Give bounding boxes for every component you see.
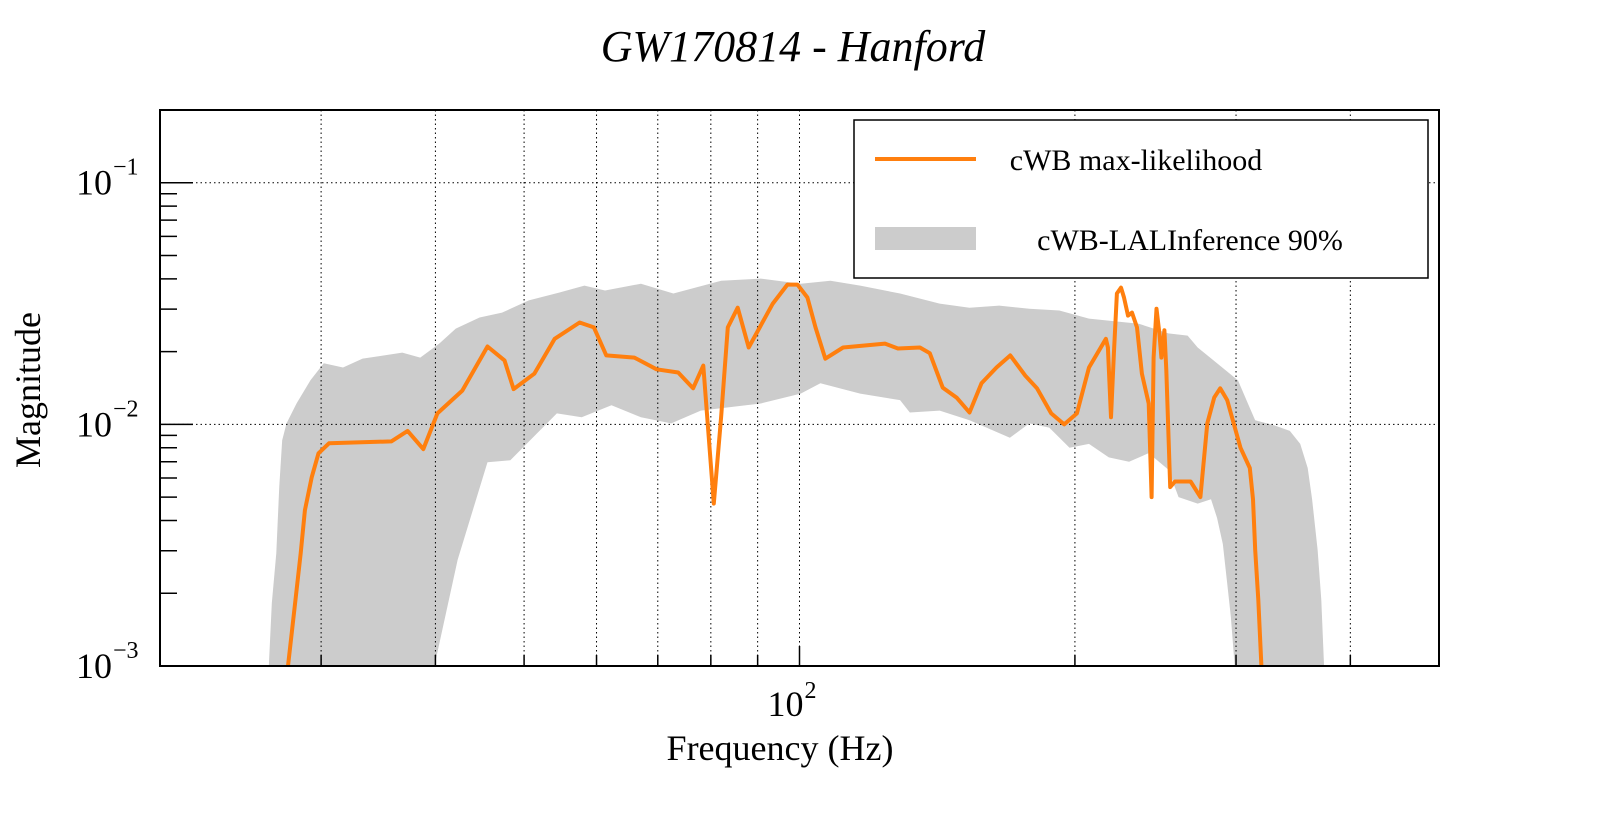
grid-layer <box>160 110 1439 666</box>
legend-label-90pct-band: cWB-LALInference 90% <box>1037 224 1343 257</box>
legend-band-swatch <box>875 227 976 250</box>
y-axis-label: Magnitude <box>8 312 48 468</box>
x-tick-label: 10 <box>768 684 804 724</box>
y-tick-label: 10 <box>76 404 112 444</box>
max-likelihood-line <box>286 282 1264 667</box>
y-tick-label-exponent: −1 <box>113 155 139 181</box>
chart-title: GW170814 - Hanford <box>601 22 987 71</box>
x-tick-label-exponent: 2 <box>805 678 817 704</box>
tick-layer <box>160 109 1352 667</box>
y-tick-label: 10 <box>76 163 112 203</box>
legend: cWB max-likelihood cWB-LALInference 90% <box>853 119 1429 279</box>
plot-area <box>159 109 1440 667</box>
x-axis-label: Frequency (Hz) <box>667 728 894 768</box>
legend-box <box>853 119 1429 279</box>
y-tick-label: 10 <box>76 646 112 686</box>
y-tick-label-exponent: −2 <box>113 396 139 422</box>
max-likelihood-line-layer <box>286 282 1264 667</box>
y-tick-label-exponent: −3 <box>113 638 139 664</box>
y-tick-labels: 10−110−210−3 <box>76 155 139 686</box>
x-tick-labels: 10 2 <box>768 678 817 724</box>
legend-label-max-likelihood: cWB max-likelihood <box>1010 144 1262 177</box>
